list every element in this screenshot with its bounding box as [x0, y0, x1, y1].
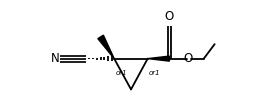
Text: O: O	[183, 52, 193, 65]
Text: O: O	[165, 10, 174, 23]
Polygon shape	[148, 56, 169, 61]
Text: or1: or1	[116, 70, 127, 76]
Text: or1: or1	[149, 70, 161, 76]
Text: N: N	[51, 52, 60, 65]
Polygon shape	[98, 35, 114, 59]
